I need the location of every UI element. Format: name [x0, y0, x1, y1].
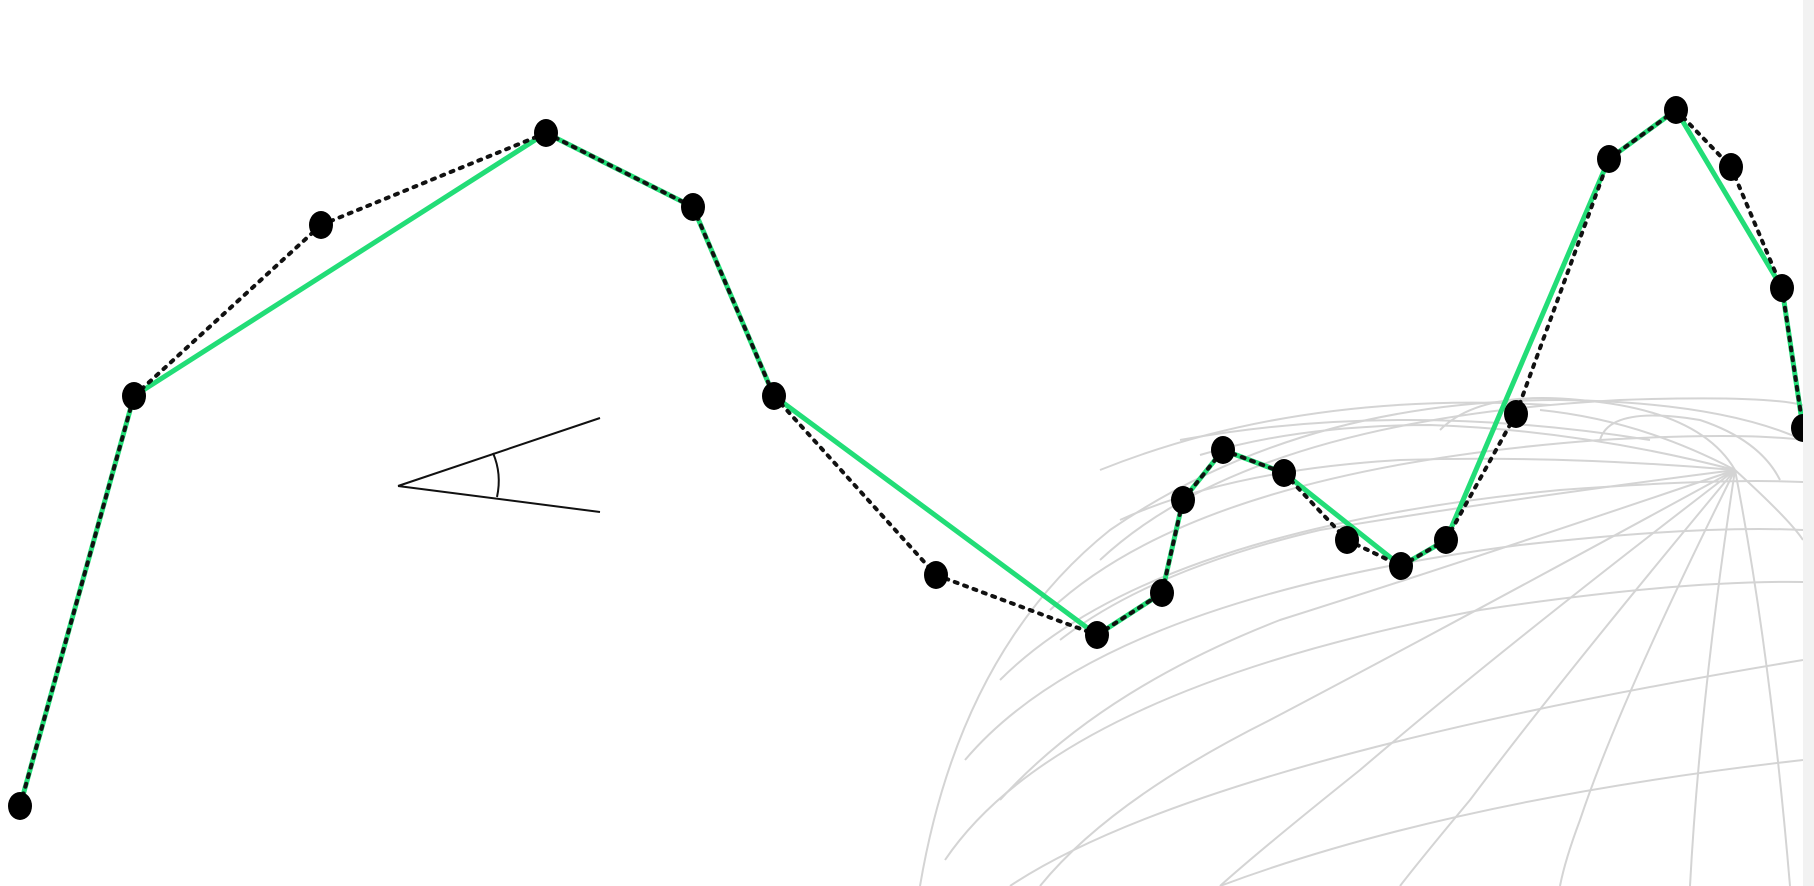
- original-segment: [772, 394, 938, 577]
- original-segment: [132, 223, 323, 398]
- vertex-point: [1150, 579, 1174, 607]
- vertex-point: [1597, 145, 1621, 173]
- original-path: [18, 108, 1805, 808]
- vertex-point: [1504, 400, 1528, 428]
- angle-symbol-icon: [397, 417, 601, 513]
- globe-grid: [919, 397, 1803, 886]
- original-segment: [1160, 498, 1185, 595]
- original-segment: [1729, 165, 1784, 290]
- simplified-segment: [1281, 470, 1404, 569]
- original-segment: [1674, 108, 1733, 169]
- original-segment: [1607, 108, 1678, 161]
- vertex-point: [1335, 526, 1359, 554]
- simplified-segment: [1443, 156, 1612, 543]
- original-segment: [691, 205, 776, 398]
- vertex-point: [8, 792, 32, 820]
- vertex-point: [1389, 552, 1413, 580]
- vertex-point: [1211, 436, 1235, 464]
- original-segment: [18, 394, 136, 808]
- vertex-point: [1434, 526, 1458, 554]
- original-segment: [934, 573, 1099, 637]
- vertex-point: [1664, 96, 1688, 124]
- vertex-point: [122, 382, 146, 410]
- original-segment: [1095, 591, 1164, 637]
- vertex-point: [1719, 153, 1743, 181]
- vertex-point: [762, 382, 786, 410]
- vertex-point: [309, 211, 333, 239]
- simplified-segment: [1673, 107, 1785, 291]
- original-segment: [319, 131, 548, 227]
- original-segment: [1780, 286, 1805, 430]
- vertex-point: [924, 561, 948, 589]
- vertex-point: [1085, 621, 1109, 649]
- vertex-point: [681, 193, 705, 221]
- simplified-segment: [131, 130, 549, 399]
- vertex-point: [1272, 459, 1296, 487]
- simplified-segment: [771, 393, 1100, 638]
- right-edge-strip: [1803, 0, 1814, 886]
- vertex-point: [1171, 486, 1195, 514]
- original-segment: [544, 131, 695, 209]
- vertex-point: [1770, 274, 1794, 302]
- vertex-point: [534, 119, 558, 147]
- original-segment: [1444, 412, 1518, 542]
- vertex-points: [8, 96, 1814, 820]
